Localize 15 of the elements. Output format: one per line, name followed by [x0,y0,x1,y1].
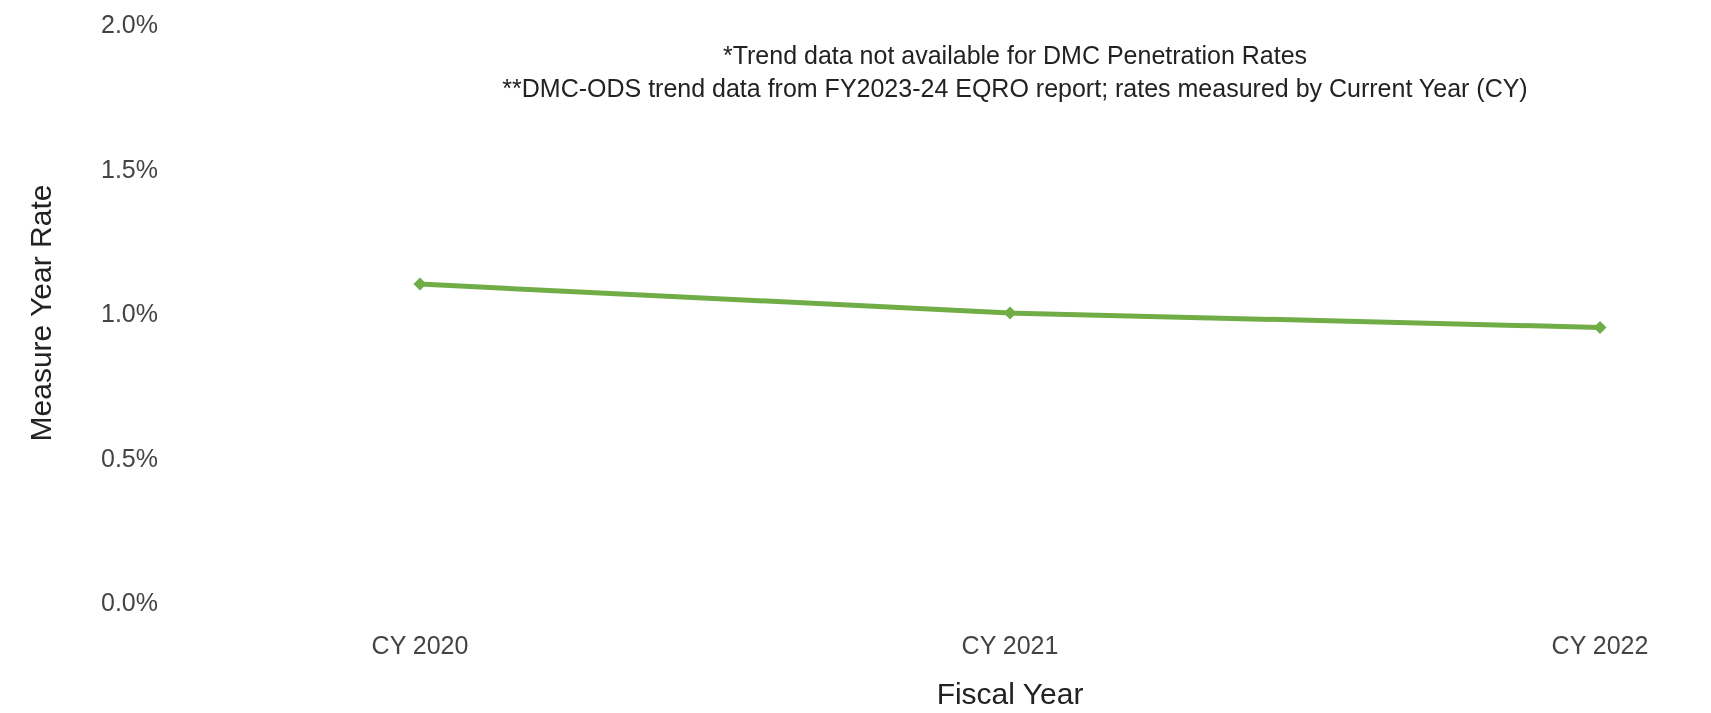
y-tick-label: 0.0% [101,588,158,616]
x-tick-label: CY 2021 [961,630,1059,659]
y-tick-label: 2.0% [101,10,158,38]
point [413,277,427,291]
x-tick-label: CY 2022 [1551,630,1649,659]
y-axis-title: Measure Year Rate [23,184,57,442]
point [1003,306,1017,320]
annotation: **DMC-ODS trend data from FY2023-24 EQRO report; rates measured by Current Year (CY) [502,73,1528,102]
point [1593,320,1607,334]
x-axis-title: Fiscal Year [936,676,1084,710]
annotation: *Trend data not available for DMC Penetration Rates [722,40,1308,69]
y-tick-label: 0.5% [101,443,158,472]
y-tick-label: 1.5% [101,154,158,183]
y-tick-label: 1.0% [101,299,158,327]
x-tick-label: CY 2020 [371,630,469,659]
